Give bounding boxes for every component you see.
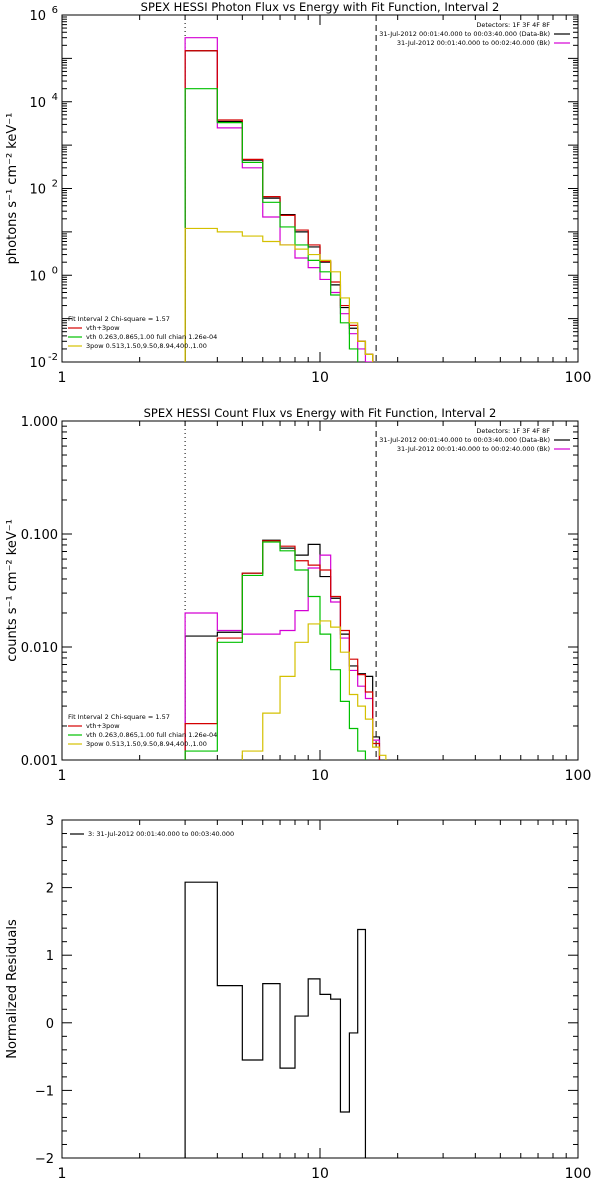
series-line-data-bk xyxy=(184,539,381,760)
plot-frame xyxy=(61,420,579,761)
plot-frame xyxy=(61,14,579,363)
legend-top-right-entry: 31-Jul-2012 00:01:40.000 to 00:02:40.000… xyxy=(397,445,550,453)
legend-top-right-entry: 31-Jul-2012 00:01:40.000 to 00:03:40.000… xyxy=(379,30,550,38)
chart-title: SPEX HESSI Count Flux vs Energy with Fit… xyxy=(144,406,497,420)
x-tick-label: 1 xyxy=(58,370,67,386)
legend-bottom-left-entry: Fit Interval 2 Chi-square = 1.57 xyxy=(68,713,170,721)
chart-panel-2: SPEX HESSI Count Flux vs Energy with Fit… xyxy=(5,406,592,784)
y-tick-exponent: -2 xyxy=(48,352,58,363)
y-tick-exponent: 4 xyxy=(52,92,58,103)
y-tick-label: 10 xyxy=(29,183,46,198)
x-tick-label: 1 xyxy=(58,768,67,784)
series-line-3pow xyxy=(241,620,387,760)
legend-bottom-left-entry: 3pow 0.513,1.50,9.50,8.94,400.,1.00 xyxy=(86,740,207,748)
chart-panel-3: 1 10 100 −2 −1 0 1 2 3 Normalized Residuals 3: 31-… xyxy=(5,814,592,1182)
series-line-vth-3pow xyxy=(184,50,374,362)
y-tick-label: 1.000 xyxy=(21,415,58,430)
y-tick-label: 0.010 xyxy=(21,641,58,656)
y-tick-label: 10 xyxy=(29,356,46,371)
legend-bottom-left-entry: vth+3pow xyxy=(86,722,120,730)
series-line-3pow xyxy=(184,227,374,362)
chart-panel-1: SPEX HESSI Photon Flux vs Energy with Fi… xyxy=(5,0,591,386)
series-group xyxy=(184,37,374,362)
legend-top-right-entry: Detectors: 1F 3F 4F 8F xyxy=(476,427,550,435)
y-axis-label: photons s⁻¹ cm⁻² keV⁻¹ xyxy=(5,113,20,265)
series-group xyxy=(184,881,367,1158)
y-axis-label: counts s⁻¹ cm⁻² keV⁻¹ xyxy=(5,519,20,662)
y-tick-label: 3 xyxy=(46,814,54,829)
series-line-bk xyxy=(184,554,381,760)
x-tick-label: 10 xyxy=(311,1166,329,1182)
x-tick-label: 100 xyxy=(565,370,592,386)
series-group xyxy=(184,539,387,760)
series-line-vth-3pow xyxy=(184,540,381,760)
x-tick-label: 10 xyxy=(311,768,329,784)
legend-top-right-entry: 31-Jul-2012 00:01:40.000 to 00:03:40.000… xyxy=(379,436,550,444)
x-tick-label: 1 xyxy=(58,1166,67,1182)
x-tick-label: 100 xyxy=(565,1166,592,1182)
y-tick-label: 1 xyxy=(46,949,54,964)
y-tick-exponent: 0 xyxy=(52,265,58,276)
chart-title: SPEX HESSI Photon Flux vs Energy with Fi… xyxy=(141,0,500,14)
x-tick-label: 10 xyxy=(311,370,329,386)
legend-top-right-entry: 31-Jul-2012 00:01:40.000 to 00:02:40.000… xyxy=(397,39,550,47)
y-tick-label: 0 xyxy=(46,1017,54,1032)
legend-bottom-left-entry: vth 0.263,0.865,1.00 full chian 1.26e-04 xyxy=(86,731,217,739)
y-tick-label: 10 xyxy=(29,9,46,24)
y-tick-label: −1 xyxy=(35,1084,54,1099)
legend-bottom-left-entry: 3pow 0.513,1.50,9.50,8.94,400.,1.00 xyxy=(86,342,207,350)
y-axis-label: Normalized Residuals xyxy=(5,919,20,1059)
y-tick-exponent: 2 xyxy=(52,179,58,190)
y-tick-label: 0.001 xyxy=(21,754,58,769)
y-tick-label: 2 xyxy=(46,882,54,897)
y-tick-label: −2 xyxy=(35,1152,54,1167)
legend-bottom-left-entry: vth 0.263,0.865,1.00 full chian 1.26e-04 xyxy=(86,333,217,341)
legend-bottom-left-entry: vth+3pow xyxy=(86,324,120,332)
y-tick-exponent: 6 xyxy=(52,5,58,16)
series-line-residuals xyxy=(184,881,367,1158)
y-tick-label: 10 xyxy=(29,269,46,284)
y-tick-label: 10 xyxy=(29,96,46,111)
series-line-vth xyxy=(184,88,359,362)
x-tick-label: 100 xyxy=(565,768,592,784)
y-tick-label: 0.100 xyxy=(21,528,58,543)
legend-top-left-entry: 3: 31-Jul-2012 00:01:40.000 to 00:03:40.… xyxy=(88,830,234,838)
legend-top-right-entry: Detectors: 1F 3F 4F 8F xyxy=(476,21,550,29)
series-line-data-bk xyxy=(184,50,374,362)
legend-bottom-left-entry: Fit Interval 2 Chi-square = 1.57 xyxy=(68,315,170,323)
series-line-vth xyxy=(184,541,367,760)
